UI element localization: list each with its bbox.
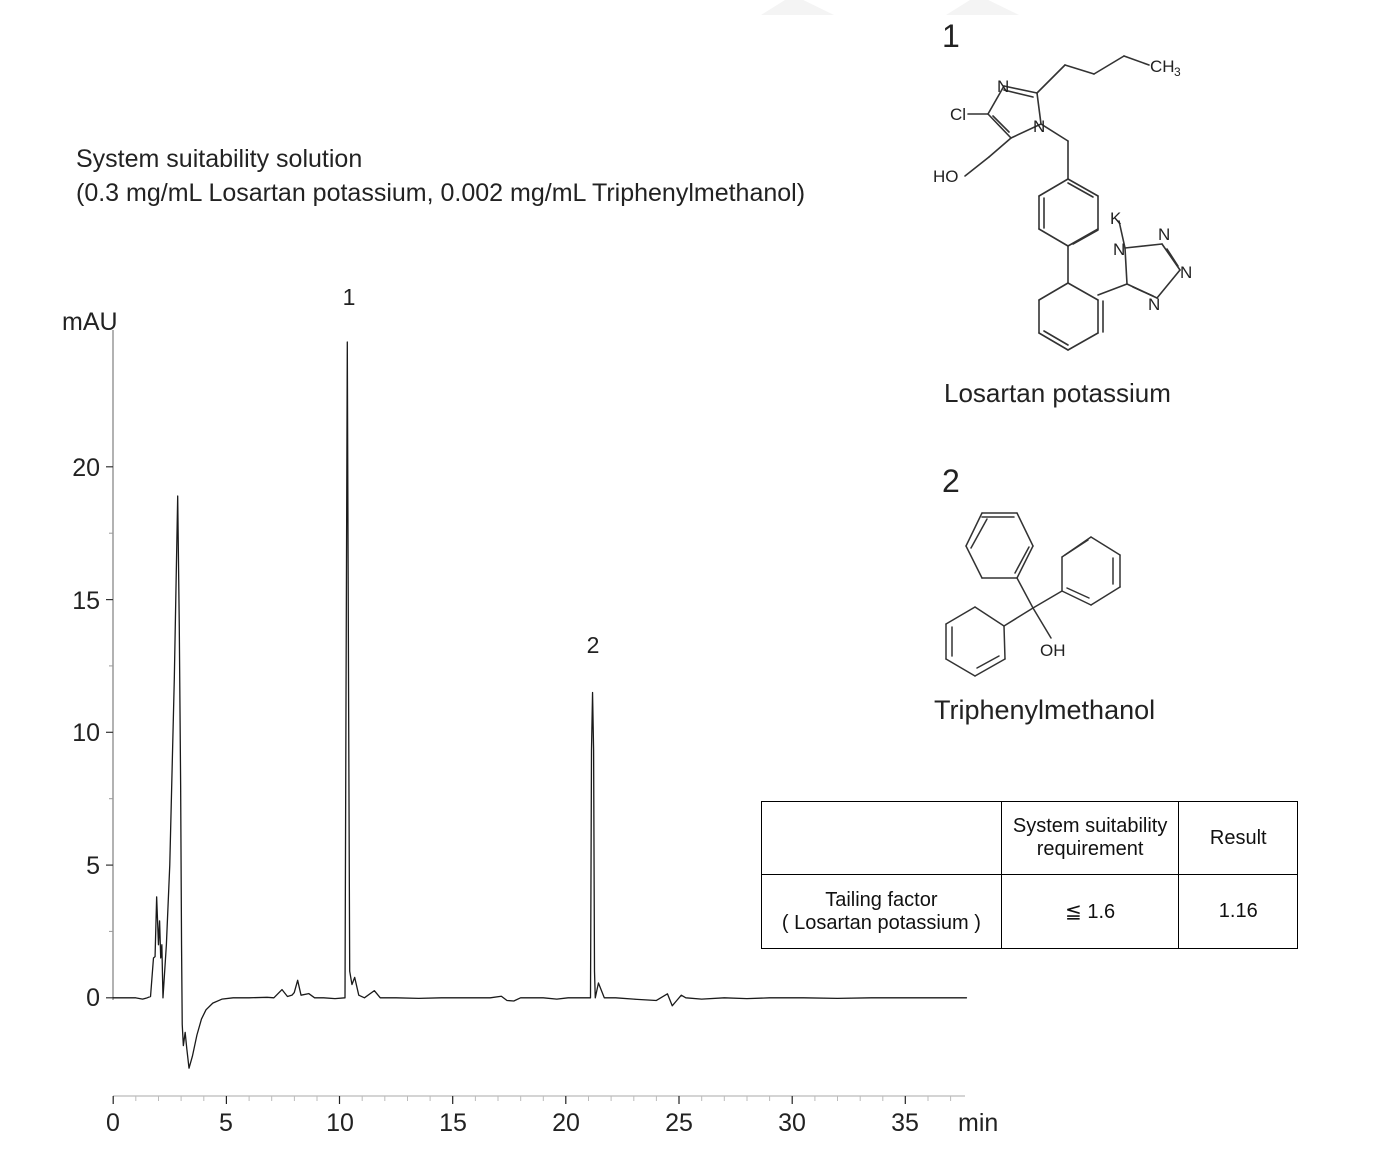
svg-text:2: 2 <box>942 463 960 499</box>
svg-text:Triphenylmethanol: Triphenylmethanol <box>934 695 1155 725</box>
svg-text:OH: OH <box>1040 641 1066 660</box>
